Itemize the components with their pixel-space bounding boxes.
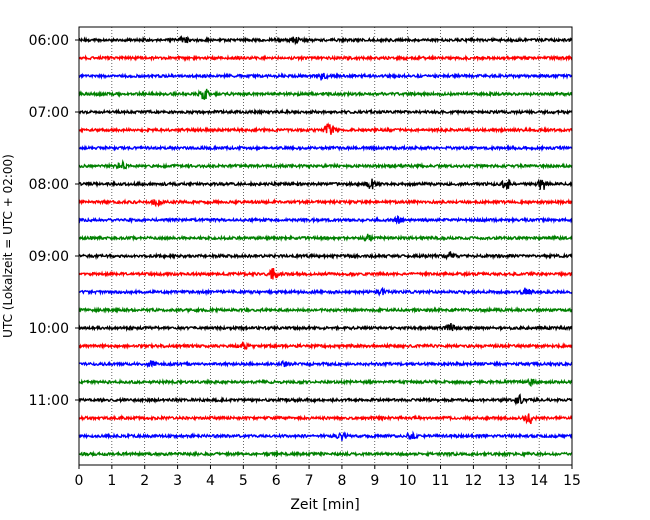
trace-0700: [78, 108, 573, 116]
trace-0800: [78, 178, 573, 190]
trace-0900: [78, 251, 573, 261]
x-tick-label: 6: [272, 473, 281, 489]
x-tick-label: 11: [432, 473, 450, 489]
trace-0930: [78, 286, 573, 297]
y-tick-label: 06:00: [29, 33, 69, 49]
x-tick-label: 7: [305, 473, 314, 489]
trace-1130: [78, 430, 573, 441]
trace-1030: [78, 359, 573, 369]
trace-1045: [78, 377, 573, 387]
plot-background: [79, 27, 572, 465]
x-tick-label: 1: [107, 473, 116, 489]
trace-0615: [78, 54, 573, 63]
y-tick-label: 08:00: [29, 177, 69, 193]
trace-0715: [78, 122, 573, 135]
x-axis-ticks: 0 1 2 3 4 5 6 7 8 9 10 11 12 13 14 15: [75, 465, 581, 489]
trace-0815: [78, 198, 573, 208]
trace-0630: [78, 71, 573, 81]
trace-1015: [78, 341, 573, 351]
trace-0600: [78, 34, 573, 46]
traces: [78, 34, 573, 458]
y-tick-label: 09:00: [29, 249, 69, 265]
trace-1100: [78, 393, 573, 406]
plot-frame: [78, 26, 573, 466]
y-tick-label: 07:00: [29, 105, 69, 121]
trace-0845: [78, 233, 573, 242]
trace-0730: [78, 143, 573, 152]
trace-0830: [78, 214, 573, 225]
y-axis-ticks: 06:00 07:00 08:00 09:00 10:00 11:00: [29, 33, 79, 409]
trace-0945: [78, 305, 573, 314]
x-tick-label: 5: [239, 473, 248, 489]
x-tick-label: 0: [75, 473, 84, 489]
x-tick-label: 12: [464, 473, 482, 489]
x-tick-label: 14: [530, 473, 548, 489]
trace-0645: [78, 88, 573, 101]
y-axis-title: UTC (Lokalzeit = UTC + 02:00): [1, 154, 15, 338]
x-tick-label: 10: [399, 473, 417, 489]
x-tick-label: 2: [140, 473, 149, 489]
x-tick-label: 9: [370, 473, 379, 489]
x-tick-label: 4: [206, 473, 215, 489]
trace-1115: [78, 413, 573, 425]
trace-0745: [78, 158, 573, 170]
trace-1000: [78, 322, 573, 332]
x-axis-title: Zeit [min]: [290, 497, 359, 513]
trace-1145: [78, 449, 573, 458]
vertical-grid: [111, 27, 540, 465]
x-tick-label: 13: [497, 473, 515, 489]
x-tick-label: 15: [563, 473, 581, 489]
x-tick-label: 8: [337, 473, 346, 489]
y-tick-label: 11:00: [29, 393, 69, 409]
trace-0915: [78, 267, 573, 280]
y-tick-label: 10:00: [29, 321, 69, 337]
x-tick-label: 3: [173, 473, 182, 489]
